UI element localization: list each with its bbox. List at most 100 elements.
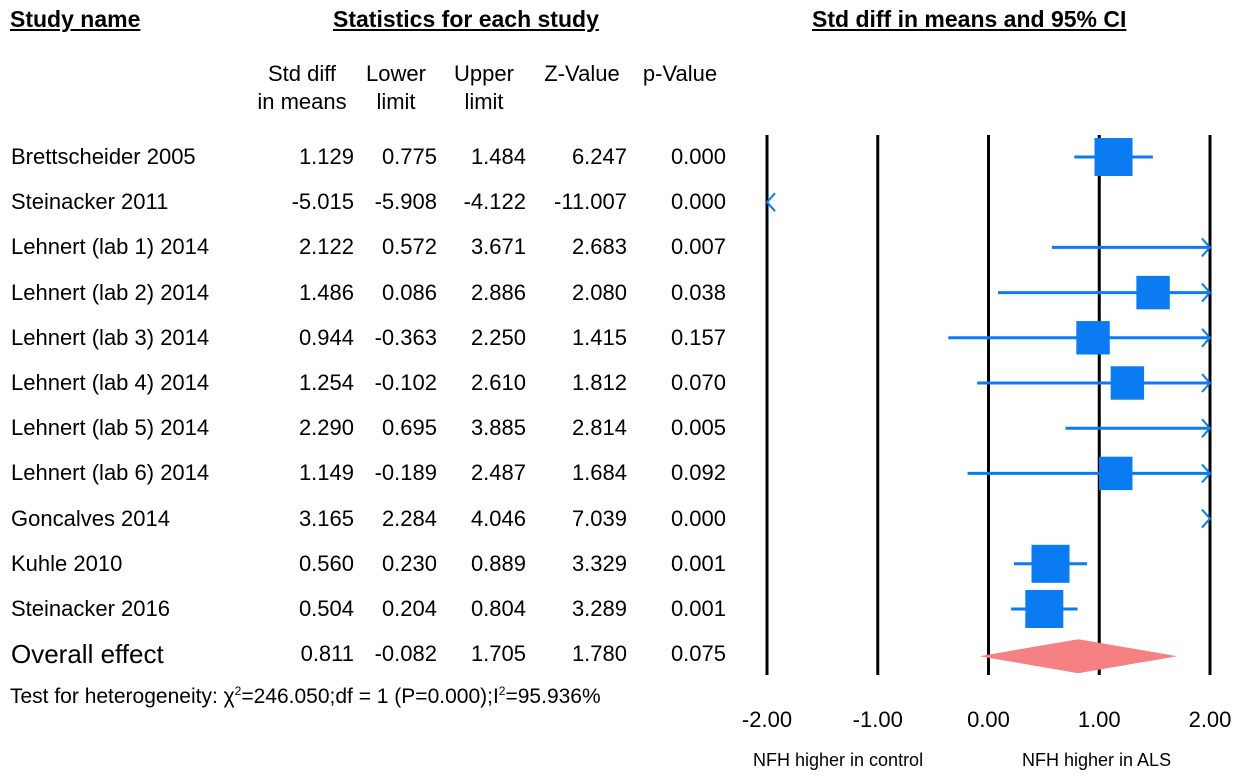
p-value: 0.157 [670, 324, 726, 350]
ci-arrow-right [1201, 373, 1212, 393]
effect-marker [1099, 456, 1133, 491]
col-header-p-line2: p-Value [642, 61, 718, 86]
study-name: Lehnert (lab 3) 2014 [11, 324, 210, 350]
col-header-smd-line2: in means [257, 89, 347, 114]
study-name: Overall effect [11, 639, 164, 670]
col-header-z-line2: Z-Value [544, 61, 620, 86]
smd-value: 0.944 [298, 324, 354, 350]
z-value: 7.039 [571, 505, 627, 531]
p-value: 0.038 [670, 279, 726, 305]
ci-arrow-right [1201, 282, 1212, 303]
lower-limit-value: -0.102 [374, 370, 437, 395]
col-header-upper-line1: Upper [454, 61, 514, 86]
upper-limit-value: 4.046 [470, 505, 526, 531]
smd-value: 1.486 [298, 279, 354, 305]
effect-marker [1136, 275, 1170, 310]
table-row: Lehnert (lab 3) 2014 0.944 -0.363 2.250 1.41… [0, 318, 740, 358]
p-value: 0.000 [670, 505, 726, 531]
study-name: Lehnert (lab 5) 2014 [11, 415, 210, 441]
smd-value: 0.504 [298, 596, 354, 621]
lower-limit-value: 2.284 [381, 505, 437, 531]
smd-value: 1.129 [298, 144, 354, 169]
study-name: Steinacker 2011 [11, 189, 169, 215]
study-name: Kuhle 2010 [11, 550, 123, 576]
smd-value: 0.811 [300, 641, 354, 667]
z-value: 1.812 [571, 370, 627, 395]
upper-limit-value: 3.885 [470, 415, 526, 441]
col-header-z: Z-Value [534, 60, 630, 88]
table-row: Steinacker 2016 0.504 0.204 0.804 3.289 0.001 [0, 589, 740, 629]
lower-limit-value: 0.204 [381, 596, 437, 621]
p-value: 0.070 [670, 370, 726, 395]
smd-value: 2.122 [298, 234, 354, 260]
footer-right-label: NFH higher in ALS [1022, 750, 1172, 770]
effect-marker [1076, 321, 1110, 355]
table-row: Lehnert (lab 4) 2014 1.254 -0.102 2.610 1.81… [0, 363, 740, 403]
ci-arrow-left [765, 192, 776, 212]
ci-arrow-right [1201, 508, 1212, 529]
p-value: 0.005 [670, 415, 726, 441]
overall-diamond [979, 639, 1178, 674]
study-name: Brettscheider 2005 [11, 144, 196, 169]
p-value: 0.092 [670, 460, 726, 486]
smd-value: 0.560 [298, 550, 354, 576]
lower-limit-value: 0.230 [381, 550, 437, 576]
col-header-upper: Upper limit [440, 60, 528, 116]
effect-marker [1031, 544, 1070, 583]
x-tick-label: 1.00 [1078, 707, 1121, 732]
x-tick-label: 2.00 [1189, 707, 1232, 732]
smd-value: 1.149 [298, 460, 354, 486]
col-header-lower-line2: limit [376, 89, 416, 114]
ci-arrow-right [1201, 328, 1212, 348]
ci-arrow-right [1201, 237, 1212, 258]
lower-limit-value: 0.572 [381, 234, 437, 260]
col-header-smd-line1: Std diff [267, 61, 337, 86]
table-row: Lehnert (lab 2) 2014 1.486 0.086 2.886 2.080… [0, 273, 740, 313]
het-suffix: =95.936% [505, 685, 601, 708]
smd-value: 2.290 [298, 415, 354, 441]
p-value: 0.000 [670, 144, 726, 169]
overall-row: Overall effect 0.811 -0.082 1.705 1.780 0.075 [0, 634, 740, 674]
p-value: 0.001 [670, 596, 726, 621]
het-sup-i: 2 [498, 684, 506, 698]
upper-limit-value: 0.804 [470, 596, 526, 621]
upper-limit-value: 0.889 [470, 550, 526, 576]
z-value: 1.684 [571, 460, 627, 486]
table-row: Lehnert (lab 5) 2014 2.290 0.695 3.885 2.814… [0, 408, 740, 448]
ci-arrow-right [1201, 418, 1212, 438]
col-header-p: p-Value [630, 60, 730, 88]
z-value: 1.780 [571, 641, 627, 667]
z-value: 3.289 [571, 596, 627, 621]
study-name: Lehnert (lab 2) 2014 [11, 279, 210, 305]
z-value: -11.007 [554, 189, 627, 215]
upper-limit-value: 1.705 [470, 641, 526, 667]
smd-value: -5.015 [291, 189, 354, 215]
z-value: 6.247 [571, 144, 627, 169]
lower-limit-value: 0.086 [381, 279, 437, 305]
plot-header: Std diff in means and 95% CI [812, 6, 1127, 32]
upper-limit-value: 3.671 [470, 234, 526, 260]
lower-limit-value: -0.189 [374, 460, 437, 486]
p-value: 0.075 [670, 641, 726, 667]
smd-value: 1.254 [298, 370, 354, 395]
x-tick-label: -2.00 [742, 707, 792, 732]
table-row: Lehnert (lab 6) 2014 1.149 -0.189 2.487 1.68… [0, 453, 740, 493]
x-tick-label: 0.00 [967, 707, 1010, 732]
table-row: Brettscheider 2005 1.129 0.775 1.484 6.247 0.… [0, 137, 740, 177]
lower-limit-value: -0.082 [374, 641, 437, 667]
lower-limit-value: 0.775 [381, 144, 437, 169]
upper-limit-value: 2.487 [470, 460, 526, 486]
effect-marker [1025, 590, 1064, 628]
lower-limit-value: 0.695 [381, 415, 437, 441]
p-value: 0.000 [670, 189, 726, 215]
het-mid: =246.050;df = 1 (P=0.000);I [241, 685, 499, 708]
table-row: Kuhle 2010 0.560 0.230 0.889 3.329 0.001 [0, 544, 740, 584]
study-name: Steinacker 2016 [11, 596, 170, 621]
effect-marker [1094, 138, 1133, 176]
statistics-header: Statistics for each study [333, 6, 599, 32]
col-header-smd: Std diff in means [244, 60, 360, 116]
upper-limit-value: 2.886 [470, 279, 526, 305]
study-name: Lehnert (lab 4) 2014 [11, 370, 210, 395]
table-row: Lehnert (lab 1) 2014 2.122 0.572 3.671 2.683… [0, 227, 740, 267]
